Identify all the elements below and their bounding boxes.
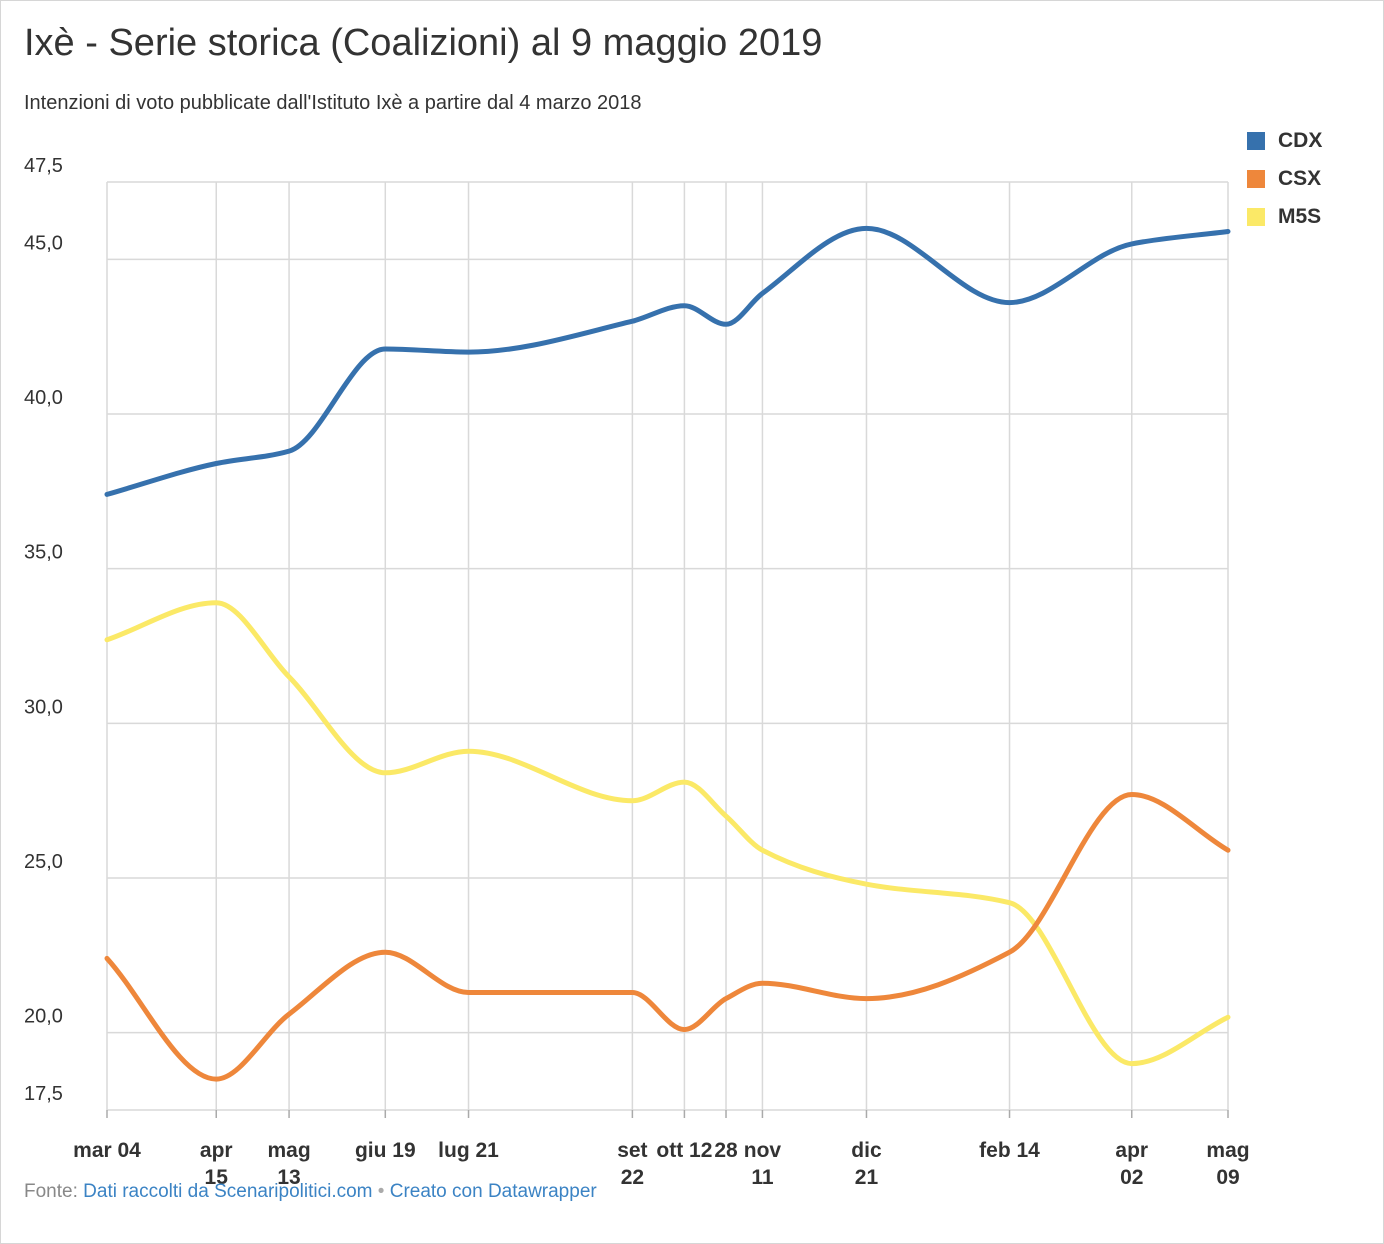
x-tick-label: mag 13 — [267, 1139, 310, 1189]
series-line-m5s — [104, 600, 1231, 1067]
x-tick-label: apr 02 — [1115, 1139, 1148, 1189]
x-tick-label: ott 12 — [656, 1139, 712, 1162]
legend: CDX CSX M5S — [1247, 122, 1322, 236]
x-tick-label: set 22 — [617, 1139, 647, 1189]
x-tick-label: apr 15 — [200, 1139, 233, 1189]
footer-prefix: Fonte: — [24, 1181, 78, 1202]
y-tick-label: 40,0 — [24, 387, 63, 409]
x-tick-label: mag 09 — [1206, 1139, 1249, 1189]
x-axis-ticks: mar 04 apr 15 mag 13 giu 19 lug 21 set 22 ott 12 2… — [73, 1139, 1249, 1189]
y-tick-label: 20,0 — [24, 1006, 63, 1028]
x-tick-label: nov 11 — [744, 1139, 782, 1189]
legend-swatch-cdx — [1247, 132, 1265, 150]
x-tick-label: 28 — [714, 1139, 738, 1162]
legend-label-m5s: M5S — [1278, 205, 1322, 228]
x-tick-label: lug 21 — [438, 1139, 499, 1162]
x-tick-label: feb 14 — [979, 1139, 1040, 1162]
x-tick-label: mar 04 — [73, 1139, 141, 1162]
legend-swatch-m5s — [1247, 208, 1265, 226]
y-tick-label: 17,5 — [24, 1083, 63, 1105]
footer-separator: • — [377, 1181, 385, 1202]
legend-swatch-csx — [1247, 170, 1265, 188]
y-axis-ticks: 17,5 20,0 25,0 30,0 35,0 40,0 45,0 47,5 — [24, 155, 63, 1105]
y-tick-label: 30,0 — [24, 696, 63, 718]
series-line-csx — [104, 792, 1231, 1082]
y-tick-label: 47,5 — [24, 155, 63, 177]
legend-item-m5s: M5S — [1247, 198, 1322, 236]
grid-lines — [106, 181, 1229, 1118]
datawrapper-link[interactable]: Creato con Datawrapper — [389, 1181, 597, 1202]
legend-label-csx: CSX — [1278, 167, 1322, 190]
chart-subtitle: Intenzioni di voto pubblicate dall'Istit… — [24, 92, 642, 114]
y-tick-label: 45,0 — [24, 232, 63, 254]
legend-item-cdx: CDX — [1247, 122, 1322, 160]
y-tick-label: 35,0 — [24, 542, 63, 564]
series-line-cdx — [104, 225, 1231, 497]
x-tick-label: giu 19 — [355, 1139, 416, 1162]
x-tick-label: dic 21 — [851, 1139, 882, 1189]
series-lines — [104, 225, 1231, 1082]
source-link[interactable]: Dati raccolti da Scenaripolitici.com — [83, 1181, 373, 1202]
footer: Fonte: Dati raccolti da Scenaripolitici.… — [24, 1181, 597, 1203]
chart-title: Ixè - Serie storica (Coalizioni) al 9 ma… — [24, 22, 823, 64]
y-tick-label: 25,0 — [24, 851, 63, 873]
legend-item-csx: CSX — [1247, 160, 1322, 198]
legend-label-cdx: CDX — [1278, 129, 1323, 152]
